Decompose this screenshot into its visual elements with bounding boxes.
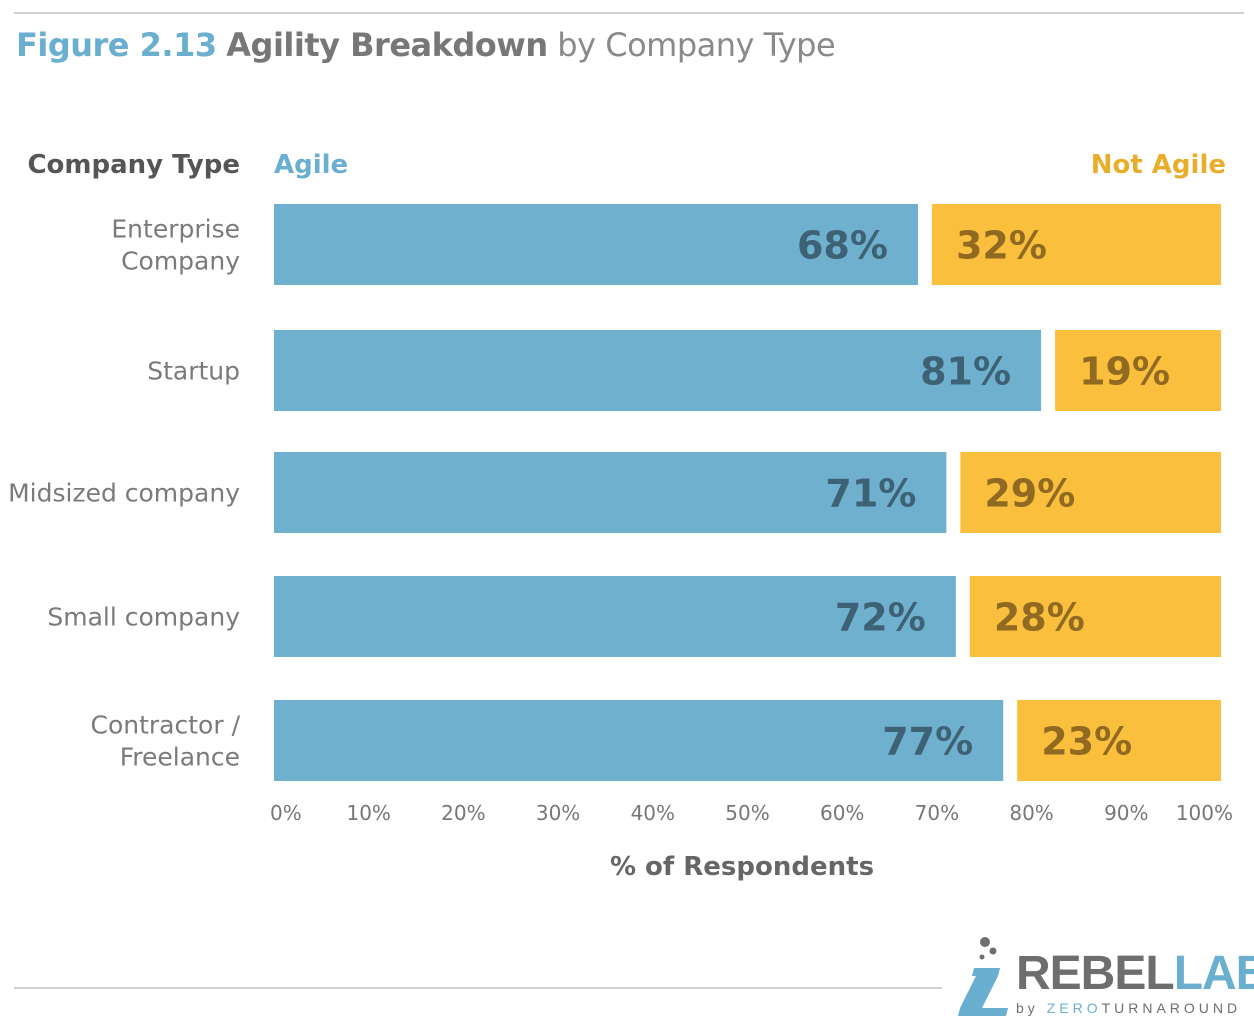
category-label: Small company [47, 603, 240, 632]
data-label-not-agile: 19% [1079, 350, 1170, 394]
data-label-agile: 71% [825, 472, 916, 516]
x-tick-label: 20% [441, 801, 485, 825]
rebellabs-logo-icon [958, 937, 1008, 1016]
category-label: Contractor / [91, 711, 241, 740]
x-axis-title: % of Respondents [609, 852, 875, 882]
rebellabs-logo: REBELLABS by ZEROTURNAROUND [952, 934, 1254, 1024]
data-label-not-agile: 28% [994, 596, 1085, 640]
logo-wordmark: REBELLABS [1016, 947, 1254, 1000]
bar-agile [274, 204, 918, 285]
x-tick-label: 90% [1104, 801, 1148, 825]
bar-agile [274, 452, 947, 533]
x-tick-label: 0% [270, 801, 302, 825]
x-tick-label: 50% [725, 801, 769, 825]
data-label-agile: 68% [797, 224, 888, 268]
figure-number: Figure 2.13 [16, 26, 217, 64]
x-tick-label: 60% [820, 801, 864, 825]
category-header: Company Type [27, 150, 240, 180]
bar-not-agile [969, 576, 1221, 657]
bar-agile [274, 330, 1042, 411]
x-tick-label: 40% [631, 801, 675, 825]
bottom-divider [14, 987, 942, 989]
category-label: Startup [147, 357, 240, 386]
x-tick-label: 10% [346, 801, 390, 825]
category-label: Midsized company [8, 479, 240, 508]
data-label-agile: 72% [835, 596, 926, 640]
figure-title-sub: by Company Type [557, 26, 836, 64]
figure-title: Figure 2.13 Agility Breakdown by Company… [16, 26, 836, 64]
bar-agile [274, 576, 956, 657]
x-tick-label: 70% [915, 801, 959, 825]
x-tick-label: 100% [1176, 801, 1233, 825]
bar-not-agile [960, 452, 1221, 533]
bar-not-agile [1055, 330, 1221, 411]
data-label-not-agile: 23% [1041, 720, 1132, 764]
x-tick-label: 80% [1009, 801, 1053, 825]
data-label-agile: 81% [920, 350, 1011, 394]
bar-not-agile [931, 204, 1221, 285]
bar-not-agile [1017, 700, 1221, 781]
legend-not-agile: Not Agile [1090, 150, 1226, 180]
data-label-agile: 77% [882, 720, 973, 764]
figure-title-main: Agility Breakdown [226, 26, 548, 64]
category-label: Enterprise [111, 215, 240, 244]
category-label: Freelance [120, 743, 240, 772]
bar-agile [274, 700, 1004, 781]
category-label: Company [121, 247, 240, 276]
x-tick-label: 30% [536, 801, 580, 825]
logo-tagline: by ZEROTURNAROUND [1016, 1000, 1242, 1016]
data-label-not-agile: 29% [984, 472, 1075, 516]
top-divider [14, 12, 1244, 14]
data-label-not-agile: 32% [956, 224, 1047, 268]
legend-agile: Agile [274, 150, 349, 180]
